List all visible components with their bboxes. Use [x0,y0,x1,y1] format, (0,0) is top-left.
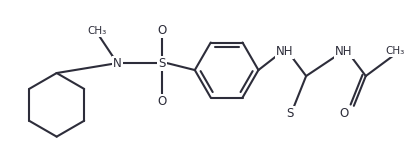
Text: NH: NH [335,45,353,58]
Text: CH₃: CH₃ [385,46,404,56]
Text: NH: NH [275,45,293,58]
Text: S: S [287,107,294,120]
Text: O: O [339,107,349,120]
Text: O: O [158,95,166,108]
Text: O: O [158,24,166,37]
Text: N: N [113,57,121,70]
Text: S: S [158,57,166,70]
Text: CH₃: CH₃ [88,26,107,36]
